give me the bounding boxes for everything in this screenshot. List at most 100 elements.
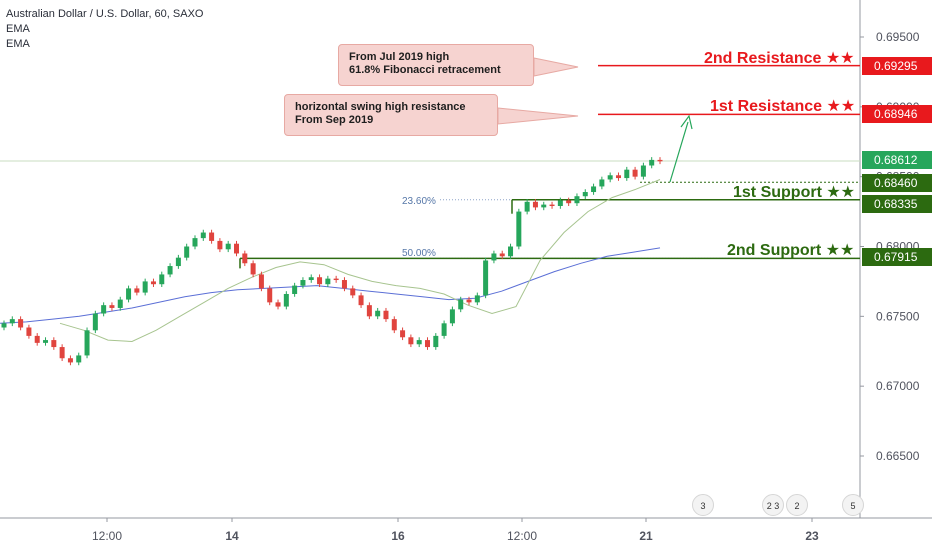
y-tick-label: 0.69500 — [876, 30, 920, 44]
candle-body — [491, 253, 497, 261]
candle-body — [640, 165, 646, 177]
level-label-1st-support: 1st Support ★★ — [733, 184, 856, 201]
callout-fibonacci-line-2: 61.8% Fibonacci retracement — [349, 64, 501, 76]
y-tick-label: 0.66500 — [876, 449, 920, 463]
x-tick-label: 23 — [805, 529, 819, 543]
candle-body — [416, 340, 422, 345]
candle-body — [92, 313, 98, 331]
candle-body — [466, 299, 472, 303]
price-box-2nd-resistance: 0.69295 — [862, 57, 932, 75]
candle-body — [9, 319, 15, 324]
y-tick-label: 0.67000 — [876, 379, 920, 393]
candle-body — [408, 337, 414, 345]
callout-fibonacci-line-1: From Jul 2019 high — [349, 51, 450, 63]
candle-body — [383, 310, 389, 320]
economic-event-2-icon[interactable]: 2 3 — [762, 494, 784, 516]
candle-body — [258, 274, 264, 289]
candle-body — [358, 295, 364, 306]
candle-body — [275, 302, 281, 307]
price-box-2nd-support: 0.68335 — [862, 195, 932, 213]
candle-body — [300, 280, 306, 286]
candle-body — [308, 277, 314, 281]
ema-indicator-2[interactable]: EMA — [6, 38, 30, 50]
candle-body — [292, 285, 298, 294]
candle-body — [167, 266, 173, 275]
candle-body — [607, 175, 613, 180]
candle-body — [350, 288, 356, 296]
ema-indicator-1[interactable]: EMA — [6, 23, 30, 35]
target-arrow-shaft — [669, 121, 689, 183]
candle-body — [574, 196, 580, 204]
x-tick-label: 14 — [225, 529, 239, 543]
candle-body — [51, 340, 57, 348]
x-tick-label: 16 — [391, 529, 405, 543]
ema-slow-line — [0, 247, 661, 324]
candle-body — [549, 204, 555, 206]
candle-body — [225, 243, 231, 250]
candle-body — [566, 200, 572, 204]
x-tick-label: 12:00 — [507, 529, 537, 543]
candle-body — [591, 186, 597, 193]
target-arrow-head — [680, 114, 693, 130]
candle-body — [101, 305, 107, 314]
candle-body — [1, 323, 7, 328]
candle-body — [458, 299, 464, 310]
callout-fibonacci: From Jul 2019 high 61.8% Fibonacci retra… — [338, 44, 534, 86]
price-box-current: 0.68612 — [862, 151, 932, 169]
candle-body — [242, 253, 248, 264]
y-tick-label: 0.67500 — [876, 309, 920, 323]
candle-body — [192, 238, 198, 247]
candle-body — [474, 295, 480, 303]
callout-fibonacci-pointer — [533, 57, 579, 77]
candle-body — [34, 335, 40, 343]
candle-body — [341, 280, 347, 289]
x-tick-label: 21 — [639, 529, 653, 543]
candle-body — [441, 323, 447, 336]
candle-body — [375, 310, 381, 317]
candle-body — [18, 319, 24, 328]
candle-body — [508, 246, 514, 257]
candle-body — [449, 309, 455, 324]
candle-body — [250, 263, 256, 275]
candle-body — [516, 211, 522, 247]
candle-body — [366, 305, 372, 317]
candle-body — [483, 260, 489, 296]
candle-body — [532, 201, 538, 208]
candle-body — [134, 288, 140, 293]
callout-swing-high-line-2: From Sep 2019 — [295, 114, 374, 126]
candle-body — [499, 253, 505, 257]
level-label-2nd-resistance: 2nd Resistance ★★ — [704, 50, 855, 67]
callout-swing-high-line-1: horizontal swing high resistance — [295, 101, 466, 113]
candle-body — [632, 169, 638, 177]
callout-swing-high-pointer — [497, 107, 579, 125]
callout-swing-high: horizontal swing high resistance From Se… — [284, 94, 498, 136]
candle-body — [234, 243, 240, 254]
economic-event-3-icon[interactable]: 2 — [786, 494, 808, 516]
economic-event-1-icon[interactable]: 3 — [692, 494, 714, 516]
price-box-67915: 0.67915 — [862, 248, 932, 266]
x-tick-label: 12:00 — [92, 529, 122, 543]
candle-body — [615, 175, 621, 179]
candle-body — [557, 200, 563, 206]
candle-body — [317, 277, 323, 285]
chart-title: Australian Dollar / U.S. Dollar, 60, SAX… — [6, 8, 204, 20]
level-label-2nd-support: 2nd Support ★★ — [727, 242, 855, 259]
candle-body — [142, 281, 148, 293]
candle-body — [150, 281, 156, 285]
candle-body — [541, 204, 547, 208]
economic-event-4-icon[interactable]: 5 — [842, 494, 864, 516]
candle-body — [267, 288, 273, 303]
candle-body — [657, 159, 663, 162]
candle-body — [217, 240, 223, 250]
candle-body — [84, 330, 90, 356]
candle-body — [159, 274, 165, 285]
candle-body — [59, 347, 65, 359]
candle-body — [649, 159, 655, 166]
price-box-1st-resistance: 0.68946 — [862, 105, 932, 123]
candle-body — [400, 330, 406, 338]
candle-body — [26, 327, 32, 336]
candle-body — [67, 358, 73, 363]
candle-body — [109, 305, 115, 308]
candle-body — [184, 246, 190, 258]
candle-body — [582, 192, 588, 197]
